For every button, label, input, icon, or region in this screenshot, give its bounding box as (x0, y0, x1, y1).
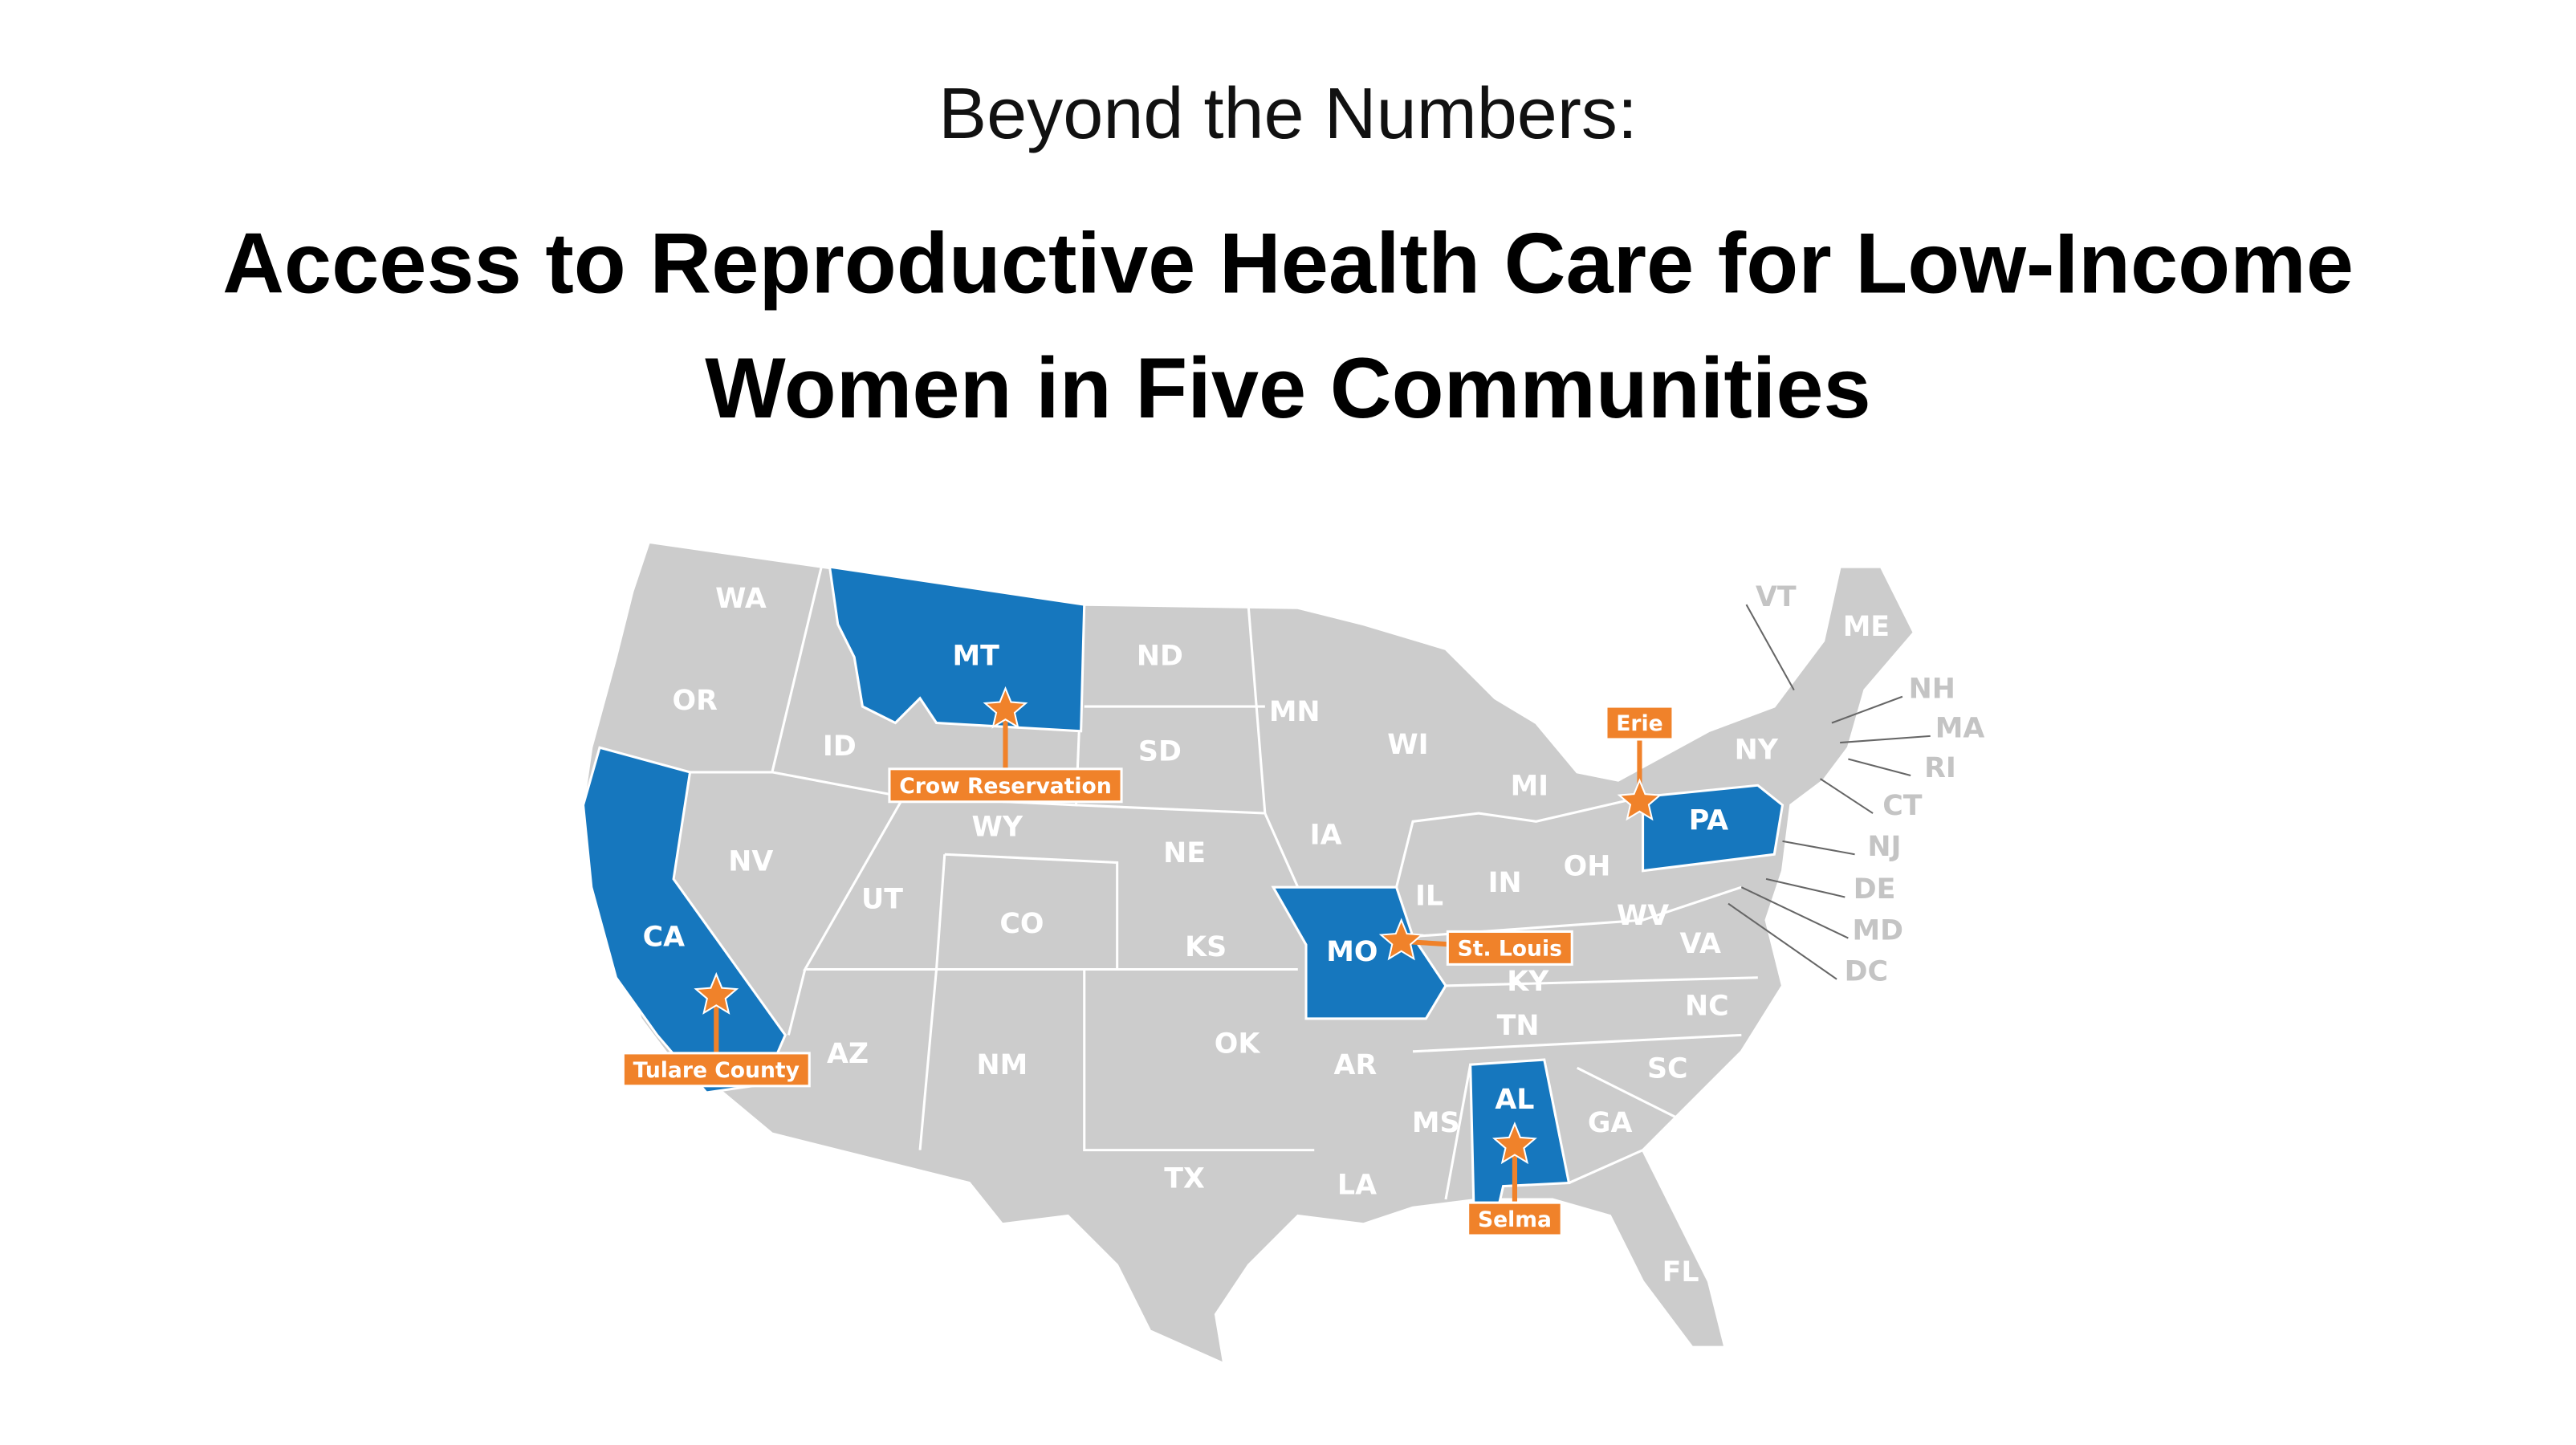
leader-line (1820, 778, 1874, 814)
state-label: MA (1935, 713, 1985, 745)
state-label: MN (1269, 696, 1321, 728)
site-label-box (1446, 930, 1573, 966)
state-label: NM (977, 1049, 1028, 1081)
state-label: SD (1138, 735, 1182, 767)
site-label-box (888, 767, 1123, 804)
state-label: OH (1564, 851, 1611, 883)
highlighted-state (828, 565, 1086, 733)
state-label: WV (1617, 900, 1669, 932)
state-label: MT (952, 641, 999, 673)
highlighted-state (581, 746, 787, 1094)
state-label: GA (1588, 1107, 1633, 1139)
site-label: Tulare County (633, 1058, 800, 1083)
highlighted-states (581, 565, 1784, 1210)
state-label: CT (1882, 790, 1923, 822)
state-label: OK (1215, 1028, 1261, 1060)
state-label: NJ (1867, 831, 1901, 863)
sites: Crow Reservation Tulare County St. Louis Er… (621, 686, 1675, 1237)
leader-line (1782, 840, 1855, 856)
site-label-box (621, 1052, 811, 1088)
state-label: NH (1909, 674, 1955, 706)
state-label: MO (1326, 936, 1378, 968)
state-label: NE (1163, 837, 1206, 869)
state-label: AZ (827, 1038, 869, 1070)
leader-line (1740, 886, 1849, 939)
state-label: KY (1507, 966, 1549, 998)
leader-line (1765, 877, 1846, 898)
site-label: Crow Reservation (899, 774, 1112, 799)
highlighted-state (1271, 885, 1447, 1020)
state-label: KS (1185, 931, 1227, 963)
site-star (983, 686, 1028, 729)
state-label: MS (1412, 1107, 1460, 1139)
state-label: OR (673, 685, 718, 717)
state-label: RI (1924, 752, 1956, 784)
site-label-box (1467, 1201, 1563, 1237)
state-label: WI (1387, 729, 1428, 761)
site-label: Selma (1478, 1207, 1552, 1232)
state-label: SC (1647, 1052, 1688, 1085)
state-label: NV (728, 845, 773, 877)
title-line: Access to Reproductive Health Care for L… (222, 215, 2354, 311)
leader-line (1745, 604, 1795, 691)
state-label: NC (1685, 991, 1729, 1023)
state-label: UT (861, 884, 903, 916)
leader-line (1848, 758, 1911, 776)
state-label: WY (971, 811, 1023, 843)
state-label: CA (643, 922, 686, 954)
state-label: IN (1488, 867, 1522, 899)
state-label: DE (1854, 873, 1896, 906)
state-label: AL (1495, 1084, 1534, 1116)
state-label: MD (1852, 914, 1902, 946)
state-label: ND (1137, 641, 1183, 673)
state-label: FL (1662, 1256, 1699, 1288)
title-line: Women in Five Communities (705, 340, 1870, 436)
leader-line (1831, 695, 1903, 724)
state-label: TX (1164, 1162, 1205, 1195)
state-label: IA (1310, 820, 1342, 852)
state-label: PA (1689, 804, 1728, 836)
state-label: IL (1415, 880, 1443, 912)
site-label-box (1605, 705, 1675, 741)
state-label: VA (1679, 928, 1721, 960)
subtitle: Beyond the Numbers: (938, 73, 1638, 154)
site-star (1378, 918, 1424, 961)
state-label: ID (823, 731, 857, 763)
state-label: NY (1735, 734, 1779, 766)
us-outline (581, 540, 1916, 1366)
state-label: AR (1334, 1049, 1378, 1081)
leader-line (1728, 902, 1837, 980)
state-label: MI (1511, 770, 1549, 802)
site-label: Erie (1616, 711, 1662, 736)
highlighted-state (1642, 784, 1784, 873)
site-star (694, 971, 739, 1015)
state-label: ME (1843, 611, 1890, 643)
state-label: LA (1337, 1170, 1377, 1202)
site-label: St. Louis (1458, 936, 1562, 961)
state-label: WA (715, 583, 767, 615)
state-label: VT (1756, 581, 1797, 613)
leader-line (1840, 735, 1931, 744)
state-labels: WA OR ID MT ND MN WI MI SD WY NE IA IL IN OH NV UT CO KS MO… (643, 581, 1985, 1288)
site-star (1617, 778, 1662, 821)
state-label: CO (999, 908, 1044, 940)
site-star (1491, 1121, 1537, 1165)
state-label: TN (1497, 1010, 1540, 1042)
state-label: DC (1845, 956, 1888, 988)
